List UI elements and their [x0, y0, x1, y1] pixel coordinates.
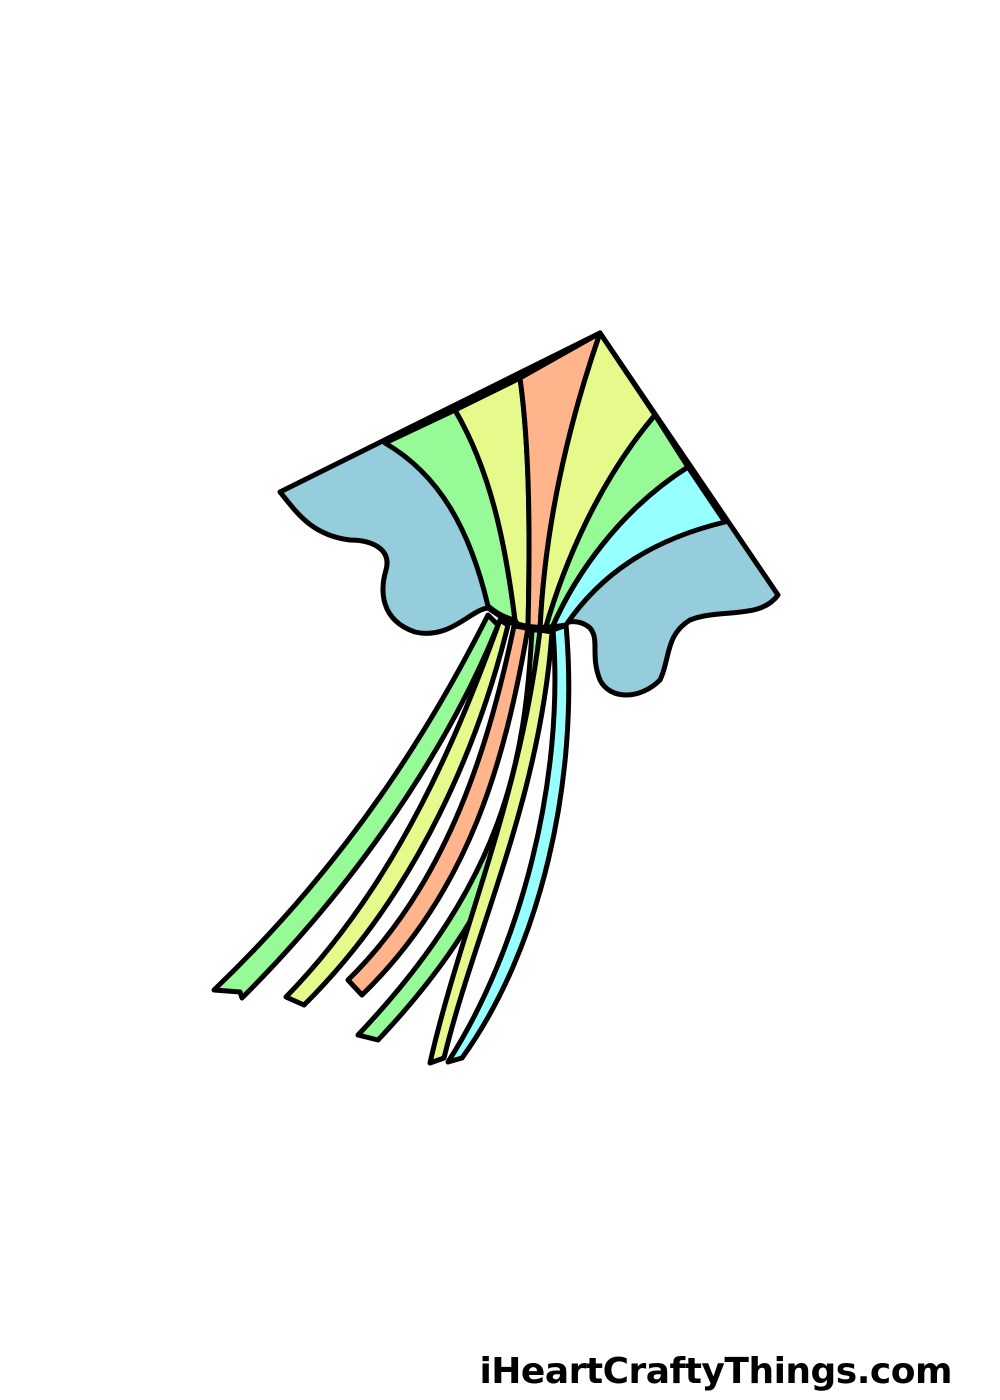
tail-green-left	[211, 612, 501, 1001]
kite-center-hoop	[485, 603, 569, 630]
tail-peach	[345, 623, 531, 998]
tail-cyan	[445, 622, 572, 1065]
tail-yellow-long	[427, 627, 555, 1066]
kite-tails	[211, 612, 572, 1066]
kite-body	[277, 330, 781, 698]
tail-yellow-left	[283, 617, 511, 1008]
watermark-text: iHeartCraftyThings.com	[479, 1351, 952, 1392]
